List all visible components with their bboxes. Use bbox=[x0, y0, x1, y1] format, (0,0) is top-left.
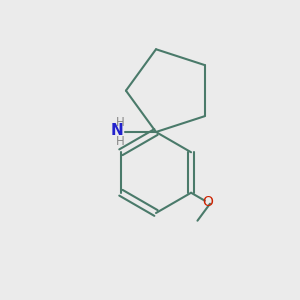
Text: H: H bbox=[116, 135, 125, 148]
Text: N: N bbox=[111, 123, 123, 138]
Text: H: H bbox=[116, 116, 125, 129]
Text: O: O bbox=[202, 196, 213, 209]
